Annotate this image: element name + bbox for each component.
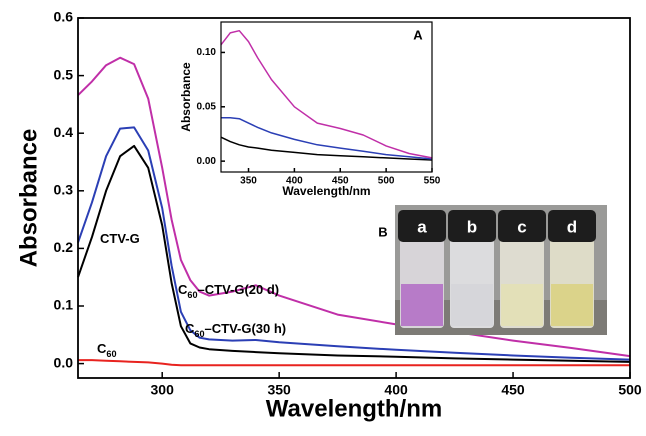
y-tick-label: 0.1 — [54, 297, 74, 313]
x-tick-label: 550 — [424, 176, 441, 187]
series-line — [77, 144, 631, 363]
vial — [398, 210, 446, 328]
text-part: 60 — [194, 329, 204, 339]
y-tick-label: 0.5 — [54, 66, 74, 82]
series-label: C60–CTV-G(20 d) — [178, 282, 279, 300]
x-tick-label: 450 — [501, 381, 525, 397]
y-tick-label: 0.4 — [54, 124, 74, 140]
y-tick-label: 0.00 — [197, 156, 217, 167]
x-tick-label: 400 — [286, 176, 303, 187]
series-label: CTV-G — [100, 231, 140, 246]
y-axis-title: Absorbance — [15, 129, 42, 268]
x-tick-label: 350 — [240, 176, 257, 187]
y-axis-title: Absorbance — [179, 62, 193, 132]
plot-frame — [220, 21, 433, 173]
x-tick-label: 300 — [151, 381, 175, 397]
x-axis-title: Wavelength/nm — [282, 184, 370, 198]
vial-label: d — [567, 217, 577, 236]
series-line — [77, 126, 631, 361]
panel-label: A — [413, 27, 423, 42]
plot-frame — [77, 17, 631, 379]
series-line — [78, 359, 630, 367]
y-tick-label: 0.0 — [54, 354, 74, 370]
x-axis-title: Wavelength/nm — [266, 396, 442, 423]
text-part: 60 — [106, 349, 116, 359]
vial-label: a — [417, 217, 427, 236]
series-line — [220, 136, 433, 161]
y-tick-label: 0.6 — [54, 9, 74, 25]
text-part: 60 — [187, 290, 197, 300]
text-part: CTV-G — [100, 231, 140, 246]
vial — [498, 210, 546, 328]
text-part: C — [178, 282, 188, 297]
vial-label: c — [517, 217, 526, 236]
y-tick-label: 0.3 — [54, 182, 74, 198]
text-part: –CTV-G(20 d) — [198, 282, 280, 297]
inset-background — [221, 22, 432, 172]
x-tick-label: 500 — [618, 381, 642, 397]
series-label: C60–CTV-G(30 h) — [185, 321, 286, 339]
x-tick-label: 500 — [378, 176, 395, 187]
text-part: –CTV-G(30 h) — [205, 321, 287, 336]
text-part: C — [185, 321, 195, 336]
series-line — [221, 116, 433, 160]
y-tick-label: 0.10 — [197, 47, 217, 58]
y-tick-label: 0.05 — [197, 101, 217, 112]
photo-label: B — [378, 224, 387, 239]
vial — [448, 210, 496, 328]
series-label: C60 — [97, 341, 117, 359]
vial-label: b — [467, 217, 477, 236]
x-tick-label: 400 — [384, 381, 408, 397]
x-tick-label: 450 — [332, 176, 349, 187]
y-tick-label: 0.2 — [54, 239, 74, 255]
series-line — [220, 29, 433, 159]
x-tick-label: 350 — [267, 381, 291, 397]
text-part: C — [97, 341, 107, 356]
vial — [548, 210, 596, 328]
